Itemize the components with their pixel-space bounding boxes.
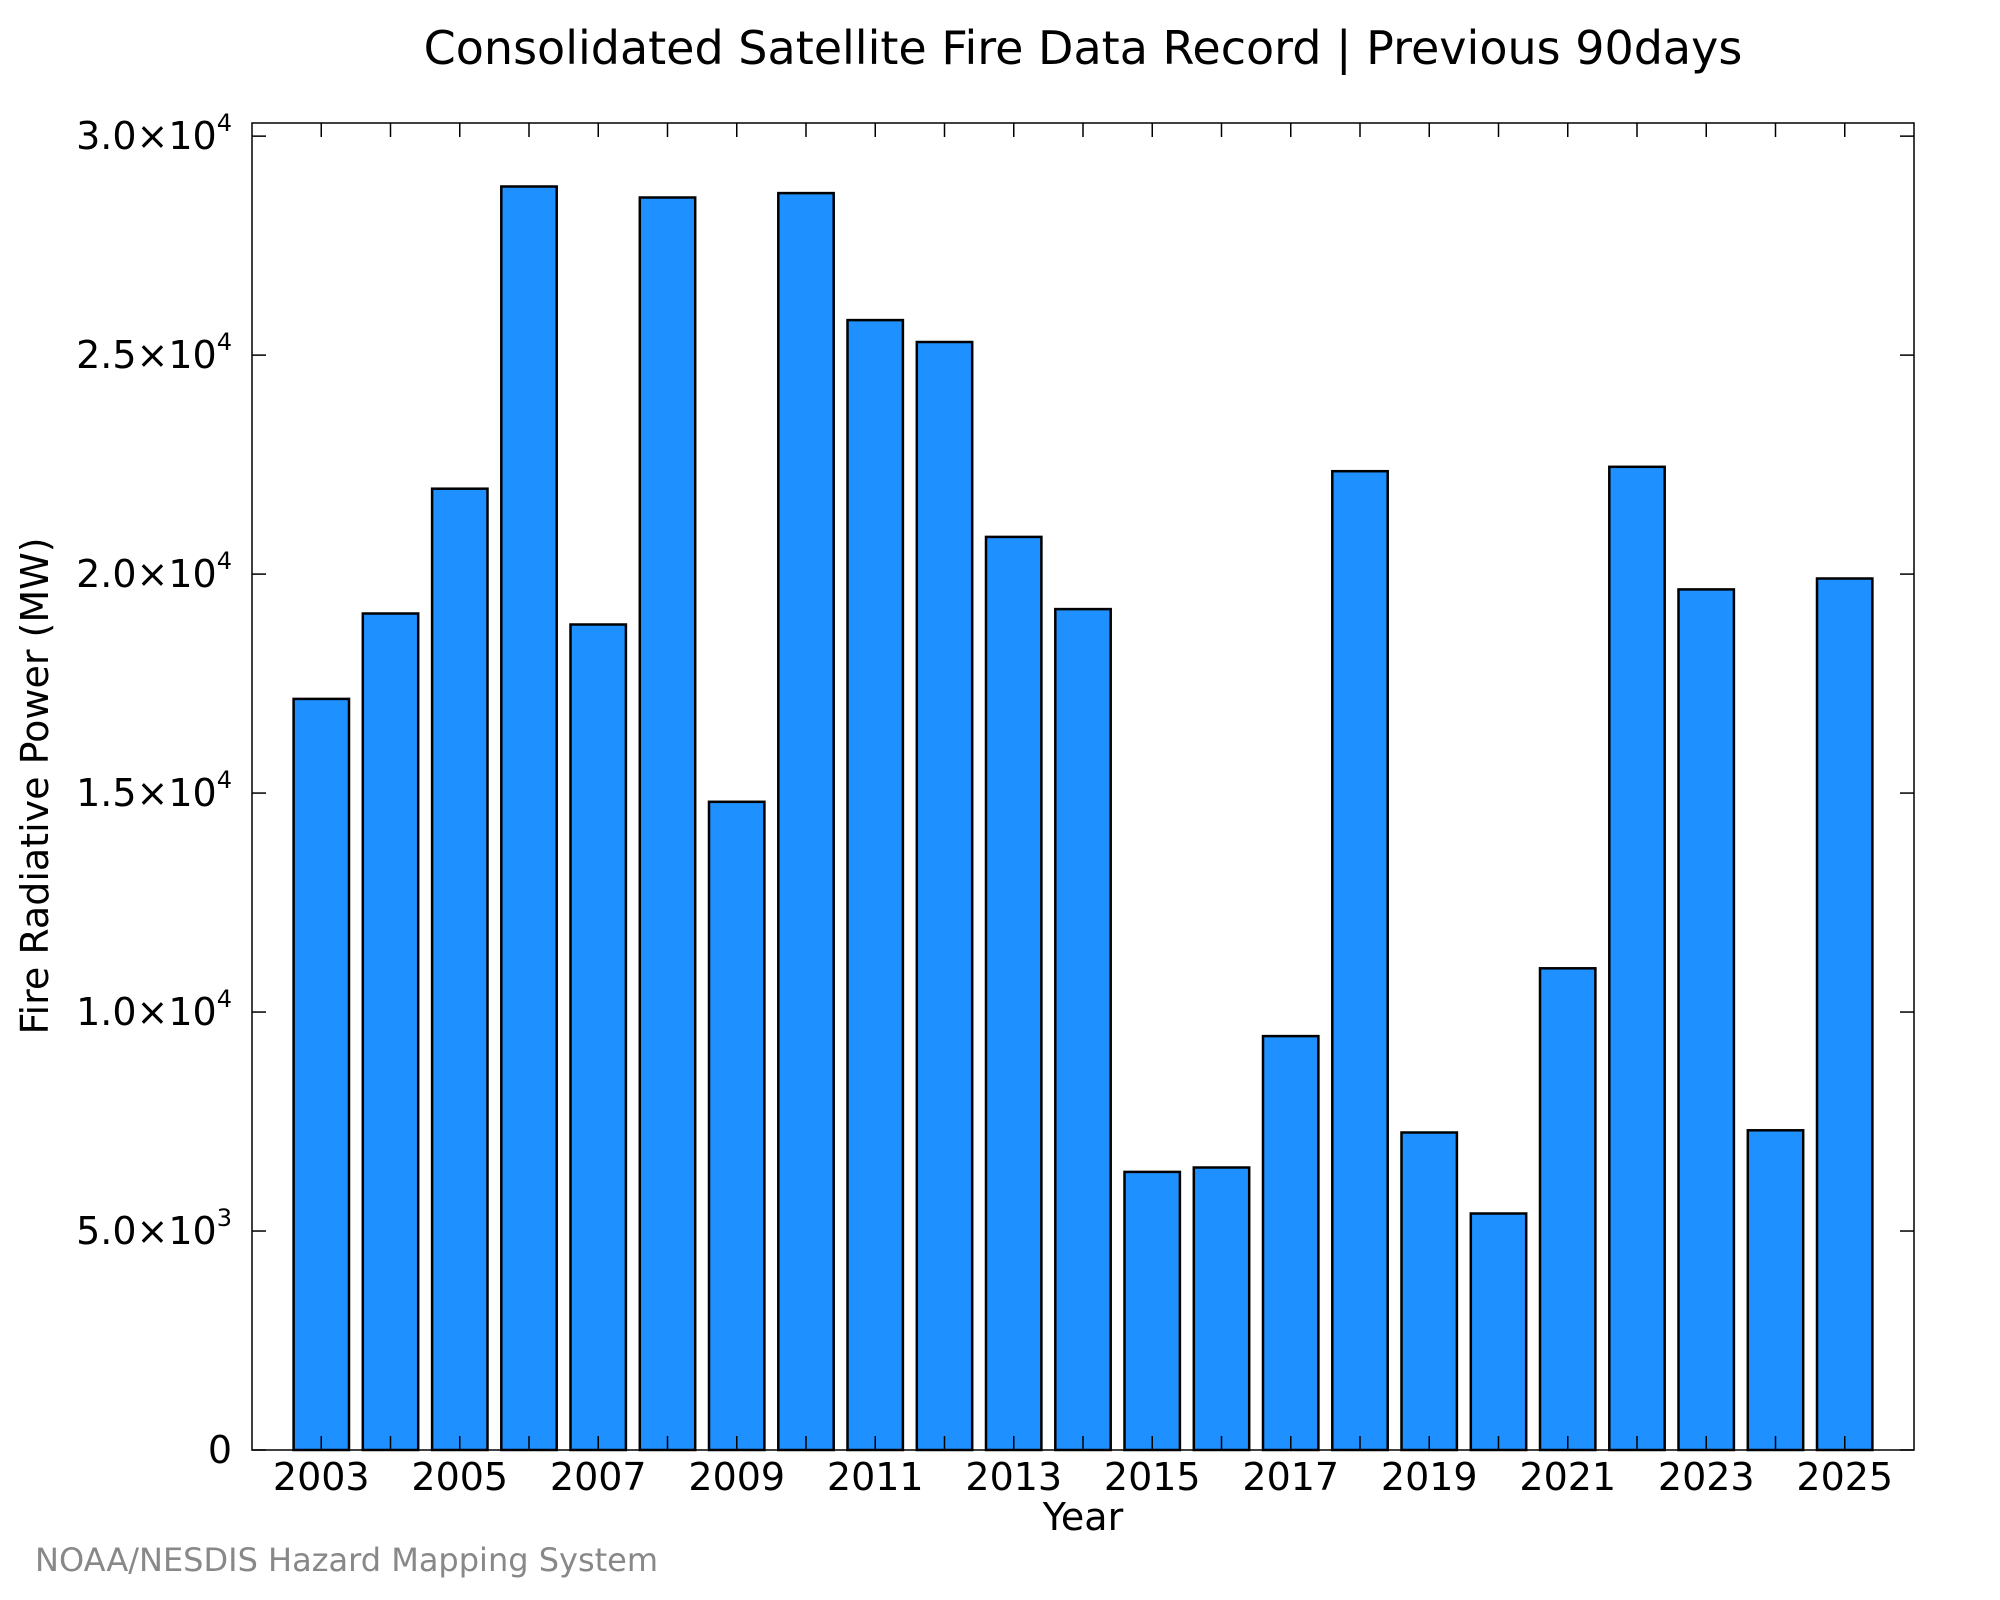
- bar-2007: [569, 623, 628, 1452]
- axis-ticks: [252, 123, 1914, 1451]
- y-axis-label: Fire Radiative Power (MW): [13, 537, 57, 1034]
- bar-2004: [361, 612, 420, 1452]
- bar-2022: [1608, 465, 1666, 1452]
- x-tick-label: 2025: [1796, 1455, 1893, 1499]
- x-tick-label: 2023: [1658, 1455, 1755, 1499]
- bar-2003: [292, 697, 351, 1452]
- bar-2017: [1261, 1034, 1320, 1452]
- source-credit: NOAA/NESDIS Hazard Mapping System: [35, 1541, 658, 1579]
- x-tick-label: 2011: [827, 1455, 924, 1499]
- x-tick-label: 2013: [965, 1455, 1062, 1499]
- x-tick-label: 2005: [411, 1455, 508, 1499]
- y-tick-labels: 0 5.0×103 1.0×104 1.5×104 2.0×104 2.5×104 3.0×…: [76, 109, 232, 1472]
- x-tick-label: 2015: [1104, 1455, 1201, 1499]
- bar-2023: [1677, 588, 1736, 1452]
- bar-2006: [500, 185, 558, 1452]
- x-tick-label: 2021: [1519, 1455, 1616, 1499]
- bars-group: [292, 185, 1874, 1452]
- x-tick-label: 2017: [1242, 1455, 1339, 1499]
- y-tick-label: 1.5×104: [76, 766, 232, 815]
- bar-2010: [777, 191, 835, 1452]
- x-tick-label: 2019: [1381, 1455, 1478, 1499]
- y-tick-label: 2.5×104: [76, 328, 232, 377]
- bar-2016: [1192, 1166, 1251, 1452]
- bar-2012: [915, 340, 974, 1452]
- bar-2020: [1469, 1212, 1528, 1452]
- x-tick-label: 2007: [550, 1455, 647, 1499]
- x-axis-label: Year: [1042, 1495, 1124, 1539]
- bar-2011: [846, 318, 905, 1452]
- bar-2008: [638, 196, 697, 1452]
- bar-2014: [1054, 607, 1112, 1452]
- y-tick-label: 3.0×104: [76, 109, 232, 158]
- bar-2019: [1400, 1131, 1459, 1452]
- bar-2015: [1123, 1170, 1182, 1452]
- bar-2021: [1538, 967, 1597, 1452]
- x-tick-label: 2003: [273, 1455, 370, 1499]
- y-tick-label: 2.0×104: [76, 547, 232, 596]
- bar-2018: [1331, 469, 1389, 1452]
- bar-2009: [707, 800, 766, 1452]
- x-tick-labels: 2003 2005 2007 2009 2011 2013 2015 2017 2019 2021…: [273, 1455, 1893, 1499]
- bar-2024: [1746, 1129, 1805, 1452]
- x-tick-label: 2009: [688, 1455, 785, 1499]
- y-tick-label: 5.0×103: [76, 1204, 232, 1253]
- chart-title: Consolidated Satellite Fire Data Record …: [424, 21, 1743, 76]
- y-tick-label: 1.0×104: [76, 985, 232, 1034]
- bar-2005: [430, 487, 489, 1452]
- bar-2013: [984, 535, 1043, 1452]
- bar-2025: [1815, 577, 1874, 1452]
- y-tick-label: 0: [208, 1428, 232, 1472]
